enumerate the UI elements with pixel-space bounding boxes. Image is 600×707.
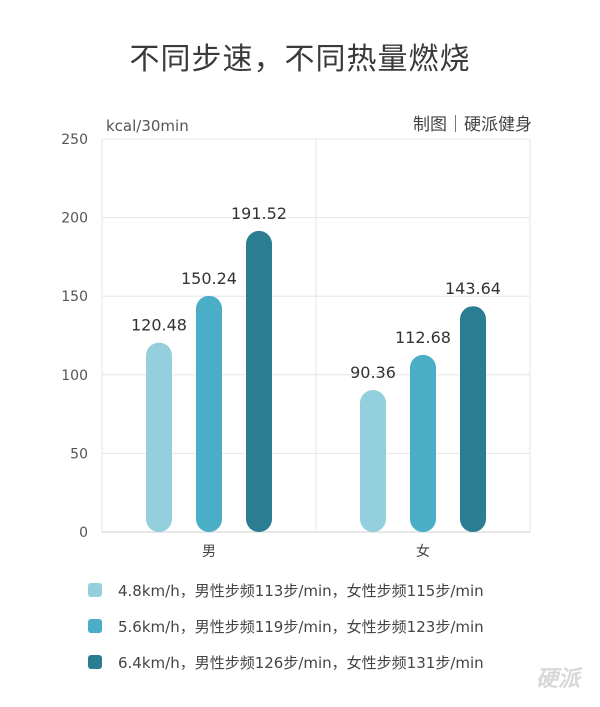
bar	[196, 295, 222, 532]
legend-item: 5.6km/h，男性步频119步/min，女性步频123步/min	[88, 608, 484, 644]
y-tick-label: 250	[61, 132, 88, 148]
y-tick-label: 150	[61, 289, 88, 305]
bar	[410, 354, 436, 532]
legend-label: 4.8km/h，男性步频113步/min，女性步频115步/min	[118, 581, 484, 600]
legend-label: 5.6km/h，男性步频119步/min，女性步频123步/min	[118, 617, 484, 636]
bar-value-label: 120.48	[131, 316, 187, 335]
y-tick-label: 100	[61, 368, 88, 384]
bar	[460, 306, 486, 532]
bar-value-label: 191.52	[231, 204, 287, 223]
bar-value-label: 112.68	[395, 328, 451, 347]
watermark-logo: 硬派	[535, 667, 580, 692]
legend-swatch	[88, 655, 102, 669]
legend-label: 6.4km/h，男性步频126步/min，女性步频131步/min	[118, 653, 484, 672]
legend-swatch	[88, 619, 102, 633]
chart-credit: 制图｜硬派健身	[413, 115, 532, 135]
chart-title: 不同步速，不同热量燃烧	[129, 42, 471, 77]
bar	[146, 342, 172, 532]
legend-item: 6.4km/h，男性步频126步/min，女性步频131步/min	[88, 644, 484, 680]
bar	[360, 389, 386, 532]
gridlines	[101, 138, 531, 533]
bar-value-label: 90.36	[350, 363, 396, 382]
legend: 4.8km/h，男性步频113步/min，女性步频115步/min 5.6km/…	[88, 572, 484, 680]
legend-item: 4.8km/h，男性步频113步/min，女性步频115步/min	[88, 572, 484, 608]
y-tick-label: 200	[61, 211, 88, 227]
bar-value-label: 143.64	[445, 279, 501, 298]
y-axis-ticks: 0 50 100 150 200 250	[61, 132, 88, 541]
y-tick-label: 0	[79, 525, 88, 541]
x-tick-label: 女	[416, 543, 430, 560]
legend-swatch	[88, 583, 102, 597]
x-axis-ticks: 男女	[202, 543, 430, 560]
bar	[246, 230, 272, 533]
bar-value-label: 150.24	[181, 269, 237, 288]
bars: 120.48 150.24 191.52 90.36 112.68 143.64	[131, 204, 501, 533]
y-tick-label: 50	[70, 446, 88, 462]
x-tick-label: 男	[202, 544, 216, 560]
y-axis-label: kcal/30min	[106, 117, 189, 135]
